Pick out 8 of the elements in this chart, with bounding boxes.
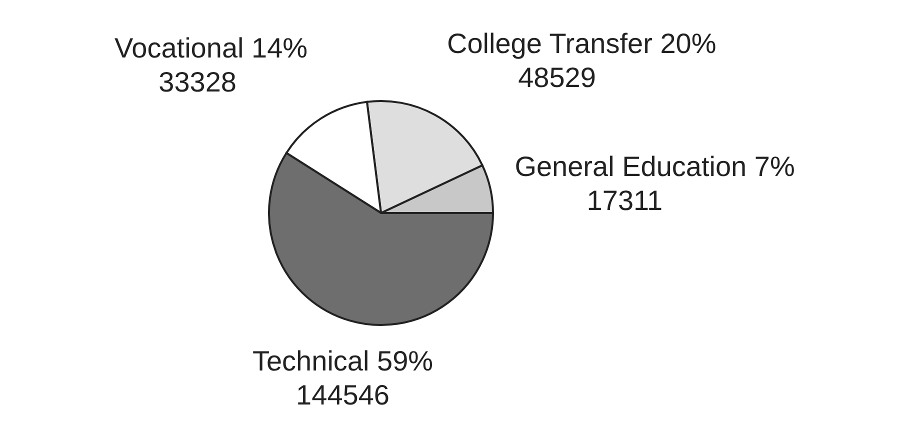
text: 48529 [518, 62, 596, 93]
text: 144546 [296, 380, 390, 411]
slice-label: General Education 7% [514, 151, 795, 182]
slice-label: College Transfer 20% [447, 28, 716, 59]
slice-label: Vocational 14% [114, 32, 308, 64]
text: 17311 [586, 185, 663, 216]
slice-label: Technical 59% [252, 346, 434, 377]
text: 33328 [158, 66, 237, 98]
